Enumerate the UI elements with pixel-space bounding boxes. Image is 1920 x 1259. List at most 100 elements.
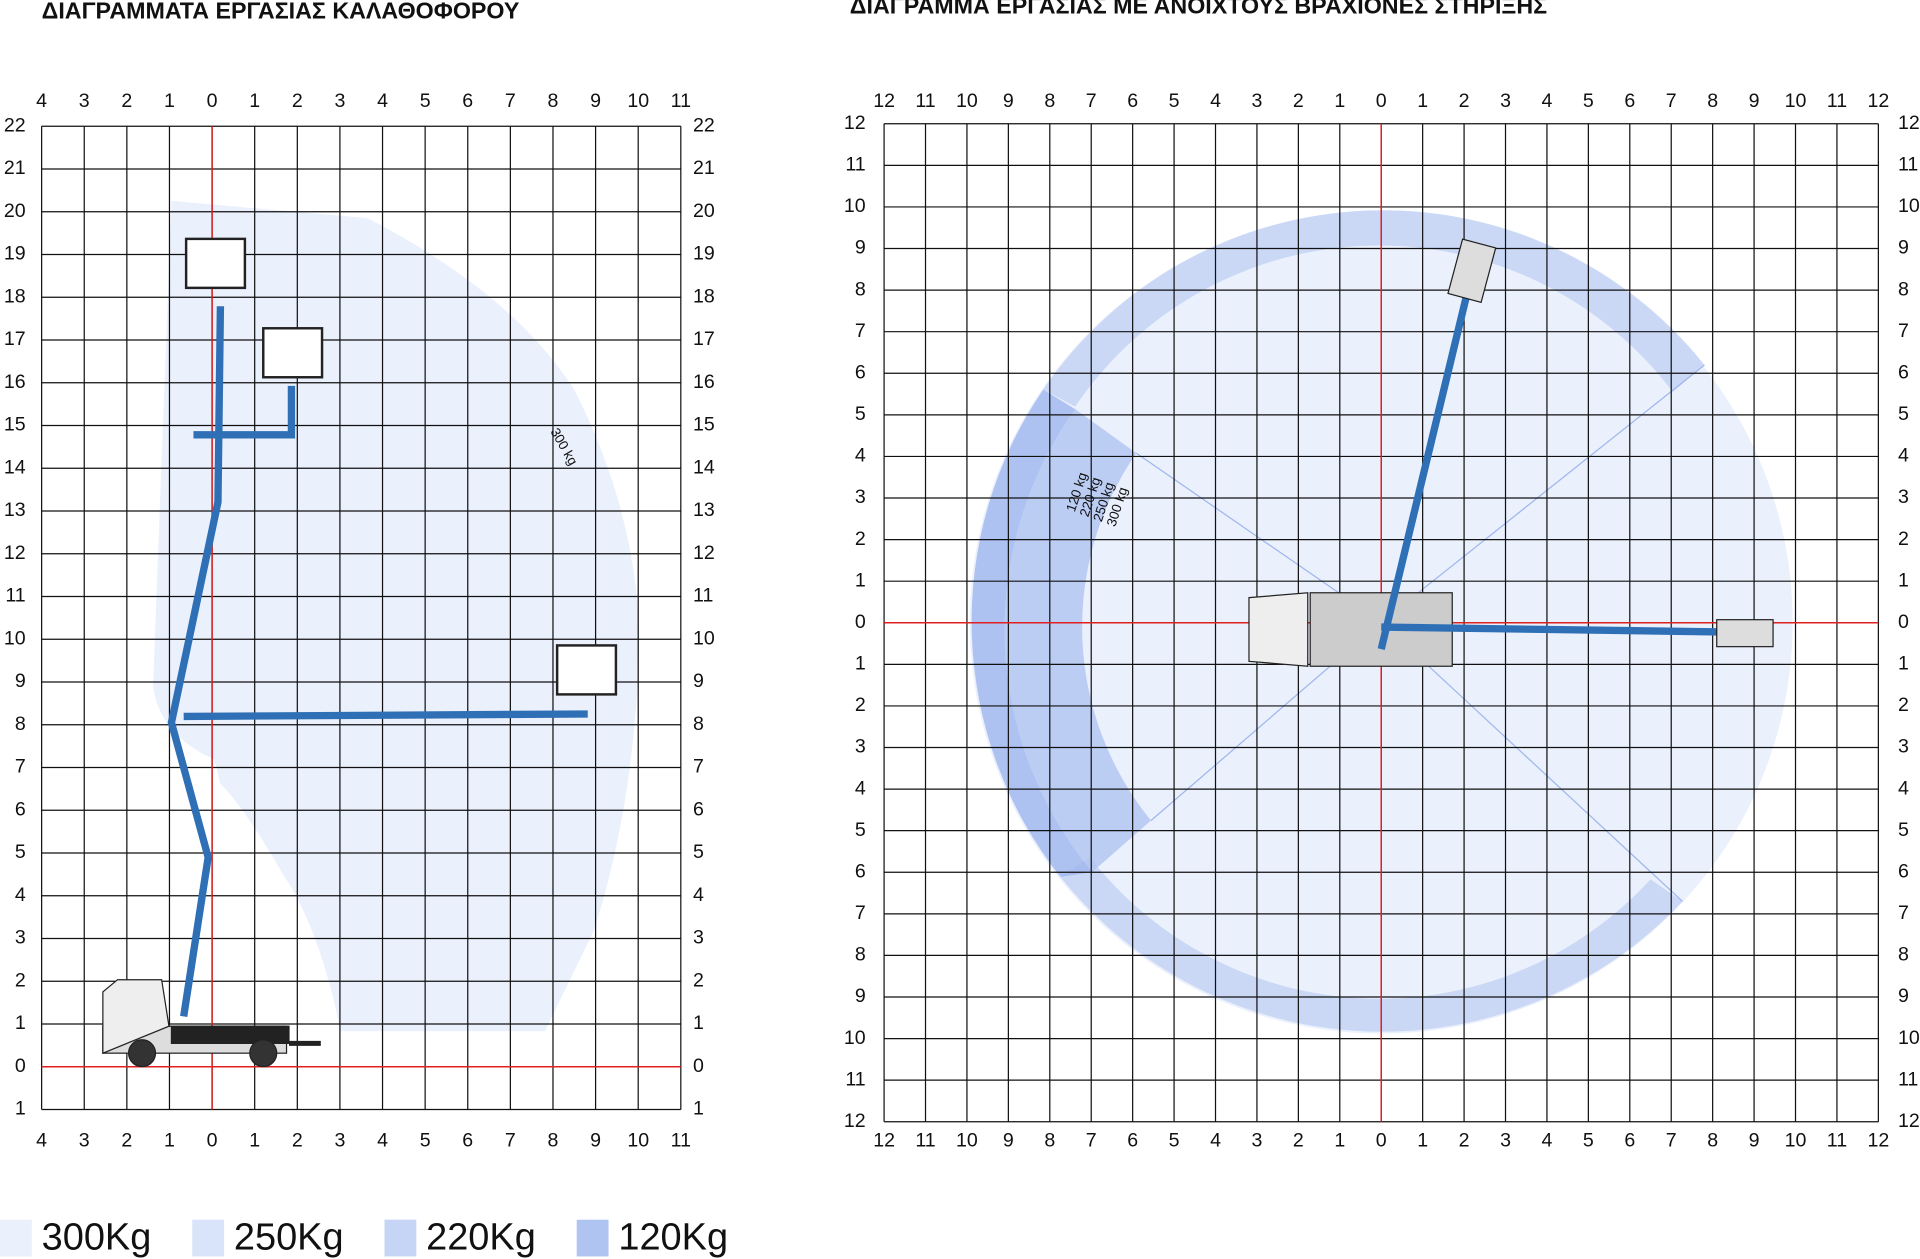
y-tick-label: 11: [1898, 154, 1918, 176]
y-tick-label: 1: [693, 1012, 704, 1034]
legend-label: 120Kg: [618, 1216, 728, 1258]
right-title: ΔΙΑΓΡΑΜΜΑ ΕΡΓΑΣΙΑΣ ΜΕ ΑΝΟΙΧΤΟΥΣ ΒΡΑΧΙΟΝΕ…: [850, 0, 1547, 19]
legend-swatch: [192, 1219, 225, 1257]
y-tick-label: 22: [4, 114, 26, 136]
y-tick-label: 5: [693, 841, 704, 863]
y-tick-label: 10: [844, 1027, 866, 1049]
y-tick-label: 9: [693, 670, 704, 692]
y-tick-label: 0: [855, 611, 866, 633]
x-tick-label: 9: [1003, 90, 1014, 112]
x-tick-label: 4: [36, 1130, 47, 1152]
legend-swatch: [384, 1219, 417, 1257]
x-tick-label: 7: [1086, 1130, 1097, 1152]
y-tick-label: 11: [845, 1068, 865, 1090]
x-tick-label: 5: [1169, 1130, 1180, 1152]
y-tick-label: 5: [855, 819, 866, 841]
x-tick-label: 5: [1583, 1130, 1594, 1152]
y-tick-label: 9: [855, 237, 866, 259]
y-tick-label: 2: [855, 528, 866, 550]
y-tick-label: 1: [693, 1098, 704, 1120]
x-tick-label: 11: [1827, 1130, 1847, 1152]
x-tick-label: 9: [1749, 1130, 1760, 1152]
y-tick-label: 15: [693, 414, 715, 436]
legend-label: 300Kg: [42, 1216, 152, 1258]
y-tick-label: 4: [1898, 777, 1909, 799]
x-tick-label: 8: [1044, 1130, 1055, 1152]
x-tick-label: 4: [1541, 90, 1552, 112]
x-tick-label: 11: [915, 90, 935, 112]
x-tick-label: 3: [79, 90, 90, 112]
y-tick-label: 12: [1898, 112, 1920, 134]
y-tick-label: 0: [693, 1055, 704, 1077]
y-tick-label: 8: [855, 944, 866, 966]
x-tick-label: 4: [36, 90, 47, 112]
x-tick-label: 4: [1210, 1130, 1221, 1152]
x-tick-label: 1: [1334, 90, 1345, 112]
x-tick-label: 6: [462, 90, 473, 112]
y-tick-label: 11: [5, 585, 25, 607]
x-tick-label: 7: [1086, 90, 1097, 112]
y-tick-label: 6: [15, 798, 26, 820]
x-tick-label: 4: [1210, 90, 1221, 112]
x-tick-label: 8: [1707, 90, 1718, 112]
y-tick-label: 10: [4, 627, 26, 649]
y-tick-label: 21: [693, 157, 715, 179]
x-tick-label: 7: [1666, 1130, 1677, 1152]
y-tick-label: 1: [15, 1098, 26, 1120]
y-tick-label: 5: [1898, 819, 1909, 841]
x-tick-label: 2: [121, 1130, 132, 1152]
x-tick-label: 8: [1044, 90, 1055, 112]
y-tick-label: 12: [844, 1110, 866, 1132]
x-tick-label: 0: [207, 90, 218, 112]
x-tick-label: 1: [249, 90, 260, 112]
x-tick-label: 2: [1459, 90, 1470, 112]
y-tick-label: 4: [855, 777, 866, 799]
y-tick-label: 10: [1898, 195, 1920, 217]
y-tick-label: 20: [693, 200, 715, 222]
y-tick-label: 21: [4, 157, 26, 179]
x-tick-label: 6: [462, 1130, 473, 1152]
y-tick-label: 10: [1898, 1027, 1920, 1049]
x-tick-label: 4: [377, 1130, 388, 1152]
y-tick-label: 2: [1898, 528, 1909, 550]
x-tick-label: 11: [1827, 90, 1847, 112]
y-tick-label: 1: [1898, 569, 1909, 591]
x-tick-label: 11: [915, 1130, 935, 1152]
y-tick-label: 11: [845, 154, 865, 176]
x-tick-label: 8: [548, 1130, 559, 1152]
legend-label: 220Kg: [426, 1216, 536, 1258]
x-tick-label: 11: [671, 1130, 691, 1152]
x-tick-label: 1: [164, 1130, 175, 1152]
x-tick-label: 1: [249, 1130, 260, 1152]
y-tick-label: 7: [15, 756, 26, 778]
x-tick-label: 10: [956, 1130, 978, 1152]
y-tick-label: 4: [693, 884, 704, 906]
y-tick-label: 19: [4, 243, 26, 265]
x-tick-label: 5: [420, 90, 431, 112]
x-tick-label: 1: [1334, 1130, 1345, 1152]
y-tick-label: 10: [693, 627, 715, 649]
x-tick-label: 12: [1867, 90, 1889, 112]
y-tick-label: 1: [855, 653, 866, 675]
x-tick-label: 2: [121, 90, 132, 112]
y-tick-label: 3: [693, 927, 704, 949]
y-tick-label: 6: [1898, 860, 1909, 882]
x-tick-label: 9: [1003, 1130, 1014, 1152]
x-tick-label: 3: [79, 1130, 90, 1152]
y-tick-label: 12: [844, 112, 866, 134]
x-tick-label: 9: [1749, 90, 1760, 112]
y-tick-label: 4: [1898, 445, 1909, 467]
x-tick-label: 1: [164, 90, 175, 112]
y-tick-label: 7: [855, 320, 866, 342]
y-tick-label: 12: [4, 542, 26, 564]
y-tick-label: 10: [844, 195, 866, 217]
y-tick-label: 5: [15, 841, 26, 863]
x-tick-label: 5: [1583, 90, 1594, 112]
y-tick-label: 6: [1898, 361, 1909, 383]
y-tick-label: 9: [15, 670, 26, 692]
left-envelope: [153, 200, 640, 1032]
x-tick-label: 5: [420, 1130, 431, 1152]
x-tick-label: 0: [1376, 90, 1387, 112]
x-tick-label: 3: [1500, 90, 1511, 112]
y-tick-label: 8: [693, 713, 704, 735]
